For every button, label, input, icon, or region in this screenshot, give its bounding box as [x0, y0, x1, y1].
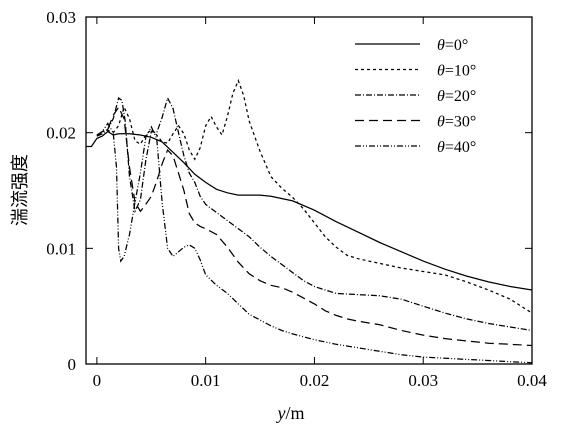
legend-var: θ	[437, 63, 445, 80]
y-tick-label: 0.03	[46, 8, 76, 27]
legend-label-3: θ=30°	[437, 114, 476, 131]
x-axis-var: y	[275, 403, 285, 423]
series-line-2	[96, 96, 533, 332]
series-line-4	[96, 122, 533, 364]
legend-label-1: θ=10°	[437, 63, 476, 80]
series-line-0	[86, 130, 533, 291]
series-group	[86, 78, 533, 364]
legend-val: =20°	[445, 88, 476, 105]
x-tick-label: 0.01	[191, 371, 221, 390]
legend-val: =30°	[445, 114, 476, 131]
legend-var: θ	[437, 37, 445, 54]
legend: θ=0°θ=10°θ=20°θ=30°θ=40°	[355, 37, 476, 156]
y-tick-label: 0.01	[46, 239, 76, 258]
legend-val: =10°	[445, 63, 476, 80]
legend-var: θ	[437, 139, 445, 156]
x-axis-title: y/m	[275, 403, 304, 423]
series-line-1	[96, 78, 533, 314]
legend-var: θ	[437, 88, 445, 105]
x-axis: 0 0.01 0.02 0.03 0.04	[93, 17, 547, 390]
legend-label-0: θ=0°	[437, 37, 468, 54]
x-tick-label: 0.02	[300, 371, 330, 390]
y-axis: 0 0.01 0.02 0.03	[46, 8, 532, 374]
series-line-3	[96, 105, 533, 347]
legend-var: θ	[437, 114, 445, 131]
x-tick-label: 0	[93, 371, 102, 390]
legend-val: =40°	[445, 139, 476, 156]
y-tick-label: 0.02	[46, 124, 76, 143]
legend-label-4: θ=40°	[437, 139, 476, 156]
y-tick-label: 0	[68, 355, 77, 374]
x-axis-unit: /m	[285, 403, 304, 423]
x-tick-label: 0.03	[408, 371, 438, 390]
legend-label-2: θ=20°	[437, 88, 476, 105]
plot-border	[85, 16, 533, 365]
y-axis-title: 湍流强度	[10, 154, 30, 226]
x-tick-label: 0.04	[517, 371, 547, 390]
plot-frame	[85, 16, 533, 365]
legend-val: =0°	[445, 37, 468, 54]
